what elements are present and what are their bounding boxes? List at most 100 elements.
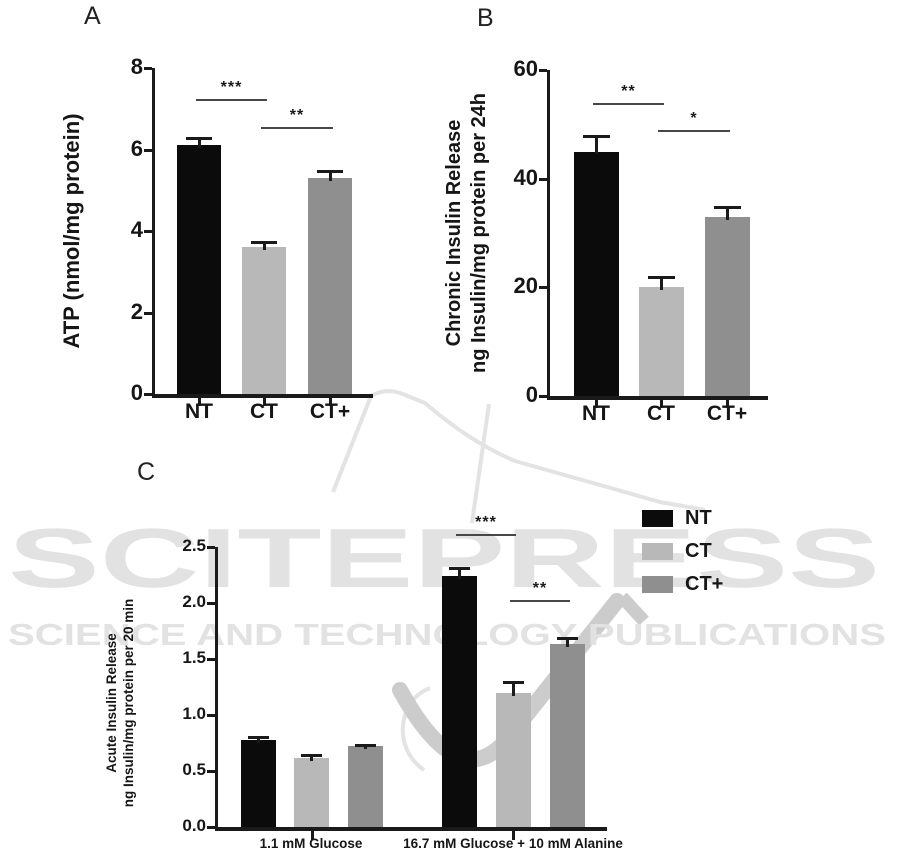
panel-c-y-tick xyxy=(207,546,215,549)
panel-b-significance-stars: * xyxy=(690,109,698,127)
panel-letter-c: C xyxy=(137,458,156,486)
panel-b-error-bar-cap xyxy=(647,276,675,280)
panel-b-significance-line xyxy=(593,102,664,105)
panel-c-error-bar-cap xyxy=(354,744,376,748)
panel-a-y-tick-label: 8 xyxy=(130,54,143,79)
panel-c-error-bar-cap xyxy=(556,636,578,640)
panel-b-category-label: CT xyxy=(647,402,675,425)
panel-c-y-tick xyxy=(207,770,215,773)
panel-a-error-bar-line xyxy=(197,137,201,149)
panel-c-y-tick-label: 0.5 xyxy=(182,760,206,779)
panel-c-bar xyxy=(549,644,585,827)
panel-a-y-axis xyxy=(152,68,155,398)
panel-c-bar xyxy=(495,692,531,827)
panel-c-y-tick xyxy=(207,826,215,829)
panel-c-y-tick-label: 1.5 xyxy=(182,648,206,667)
legend-swatch-nt xyxy=(642,510,673,527)
panel-a-x-axis xyxy=(152,394,373,398)
panel-a-y-tick xyxy=(144,230,152,233)
panel-a-bar xyxy=(177,145,221,394)
panel-letter-a: A xyxy=(84,2,101,30)
panel-a-y-tick xyxy=(144,67,152,70)
panel-c-x-axis xyxy=(215,827,607,831)
panel-b-y-tick xyxy=(539,395,547,398)
legend-label-ct: CT xyxy=(685,540,712,562)
panel-b-y-axis-label: Chronic Insulin Release ng Insulin/mg pr… xyxy=(442,63,492,403)
panel-c-error-bar-line xyxy=(309,754,313,761)
panel-c-bar xyxy=(240,739,276,827)
panel-b-error-bar-cap xyxy=(582,135,610,139)
panel-a-category-label: CT+ xyxy=(309,400,351,423)
legend-item-ct: CT xyxy=(642,540,723,562)
panel-b-bar xyxy=(638,287,684,396)
panel-a-y-tick-label: 6 xyxy=(130,135,143,161)
panel-b-y-tick xyxy=(539,177,547,181)
panel-b-x-tick xyxy=(725,400,729,408)
panel-b-significance-line xyxy=(658,129,730,132)
panel-a-x-tick xyxy=(197,398,201,406)
panel-c-error-bar-line xyxy=(511,681,515,696)
panel-a-y-tick xyxy=(144,148,152,152)
legend-swatch-ct xyxy=(642,543,673,560)
panel-c-error-bar-cap xyxy=(448,567,470,571)
panel-c-y-tick xyxy=(207,658,215,661)
panel-c-error-bar-cap xyxy=(247,736,269,740)
panel-b-y-axis-label-line1: Chronic Insulin Release xyxy=(443,119,465,347)
panel-b-category-label: NT xyxy=(582,402,610,425)
panel-a-significance-stars: *** xyxy=(220,78,243,96)
panel-b-error-bar-line xyxy=(659,276,663,291)
panel-c-y-tick-label: 2.0 xyxy=(182,592,206,611)
panel-b-y-tick-label: 60 xyxy=(513,56,538,81)
panel-c-group-x-tick xyxy=(310,831,314,840)
panel-c-bar xyxy=(441,576,477,827)
panel-c-significance-line xyxy=(456,533,516,536)
panel-c-significance-stars: ** xyxy=(532,579,548,597)
panel-c-group-label-low-glucose: 1.1 mM Glucose xyxy=(259,836,363,851)
panel-c-bar xyxy=(293,757,329,827)
panel-a-error-bar-line xyxy=(262,241,266,251)
panel-a-x-tick xyxy=(262,398,266,406)
panel-a-significance-line xyxy=(196,98,267,101)
panel-c-group-label-high-glucose: 16.7 mM Glucose + 10 mM Alanine xyxy=(403,836,623,851)
legend-item-ct-plus: CT+ xyxy=(642,573,724,595)
panel-c-y-axis-label: Acute Insulin Release ng Insulin/mg prot… xyxy=(103,553,137,853)
panel-c-group-x-tick xyxy=(511,831,515,840)
panel-a-y-tick-label: 2 xyxy=(130,298,143,324)
panel-c-y-axis-label-line2: ng Insulin/mg protein per 20 min xyxy=(121,598,136,808)
panel-a-significance-stars: ** xyxy=(289,107,305,125)
panel-b-error-bar-cap xyxy=(713,205,741,209)
panel-b-x-tick xyxy=(594,400,598,408)
panel-c-y-axis-label-line1: Acute Insulin Release xyxy=(104,633,119,773)
panel-a-x-tick xyxy=(328,398,332,406)
panel-b-error-bar-line xyxy=(725,205,729,220)
panel-a-error-bar-cap xyxy=(317,169,343,173)
panel-a-error-bar-cap xyxy=(251,241,277,245)
panel-c-significance-stars: *** xyxy=(475,513,497,531)
legend: NT CT CT+ xyxy=(642,508,724,609)
panel-a-y-tick-label: 4 xyxy=(130,217,143,242)
panel-a-category-label: CT xyxy=(250,400,278,423)
panel-b-y-tick-label: 20 xyxy=(513,273,538,299)
panel-c-error-bar-line xyxy=(565,636,569,648)
panel-b-category-label: CT+ xyxy=(706,402,748,425)
panel-c-bar xyxy=(347,746,383,827)
panel-letter-b: B xyxy=(477,4,494,32)
panel-b-bar xyxy=(704,216,750,396)
panel-a-bar xyxy=(308,178,352,394)
panel-a-error-bar-line xyxy=(328,169,332,182)
panel-c-y-tick xyxy=(207,714,215,717)
legend-item-nt: NT xyxy=(642,508,723,528)
panel-b-significance-stars: ** xyxy=(621,82,636,100)
panel-b-y-tick-label: 0 xyxy=(525,382,538,407)
panel-c-significance-line xyxy=(510,599,570,602)
panel-b-y-tick xyxy=(539,69,547,72)
panel-b-error-bar-line xyxy=(594,135,598,155)
panel-b-bar xyxy=(573,151,619,396)
panel-c-error-bar-line xyxy=(457,567,461,580)
panel-b-x-tick xyxy=(659,400,663,408)
panel-a-y-tick-label: 0 xyxy=(130,380,143,405)
panel-b-y-axis-label-line2: ng Insulin/mg protein per 24h xyxy=(468,92,490,374)
legend-label-ct-plus: CT+ xyxy=(685,573,724,595)
panel-a-y-tick xyxy=(144,393,152,396)
